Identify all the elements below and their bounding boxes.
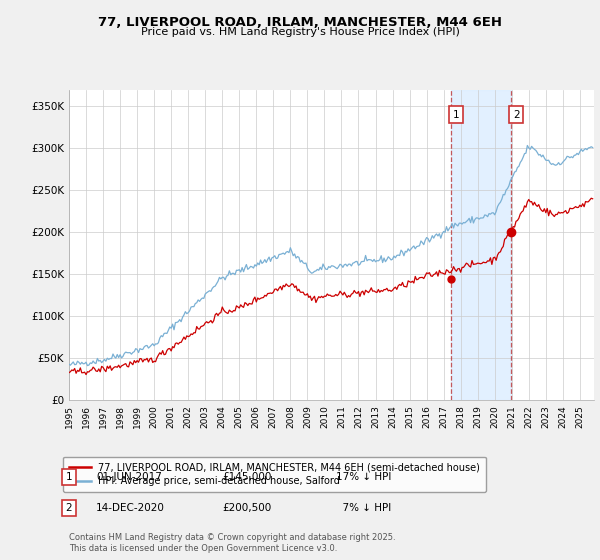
Text: 7% ↓ HPI: 7% ↓ HPI [336, 503, 391, 513]
Text: 17% ↓ HPI: 17% ↓ HPI [336, 472, 391, 482]
Text: 2: 2 [65, 503, 73, 513]
Text: 1: 1 [65, 472, 73, 482]
Text: £145,000: £145,000 [222, 472, 271, 482]
Text: 1: 1 [452, 110, 459, 120]
Text: £200,500: £200,500 [222, 503, 271, 513]
Text: 77, LIVERPOOL ROAD, IRLAM, MANCHESTER, M44 6EH: 77, LIVERPOOL ROAD, IRLAM, MANCHESTER, M… [98, 16, 502, 29]
Text: 2: 2 [513, 110, 520, 120]
Legend: 77, LIVERPOOL ROAD, IRLAM, MANCHESTER, M44 6EH (semi-detached house), HPI: Avera: 77, LIVERPOOL ROAD, IRLAM, MANCHESTER, M… [64, 456, 486, 492]
Bar [451, 90, 511, 400]
Text: Price paid vs. HM Land Registry's House Price Index (HPI): Price paid vs. HM Land Registry's House … [140, 27, 460, 37]
Text: Contains HM Land Registry data © Crown copyright and database right 2025.
This d: Contains HM Land Registry data © Crown c… [69, 533, 395, 553]
Text: 01-JUN-2017: 01-JUN-2017 [96, 472, 162, 482]
Text: 14-DEC-2020: 14-DEC-2020 [96, 503, 165, 513]
